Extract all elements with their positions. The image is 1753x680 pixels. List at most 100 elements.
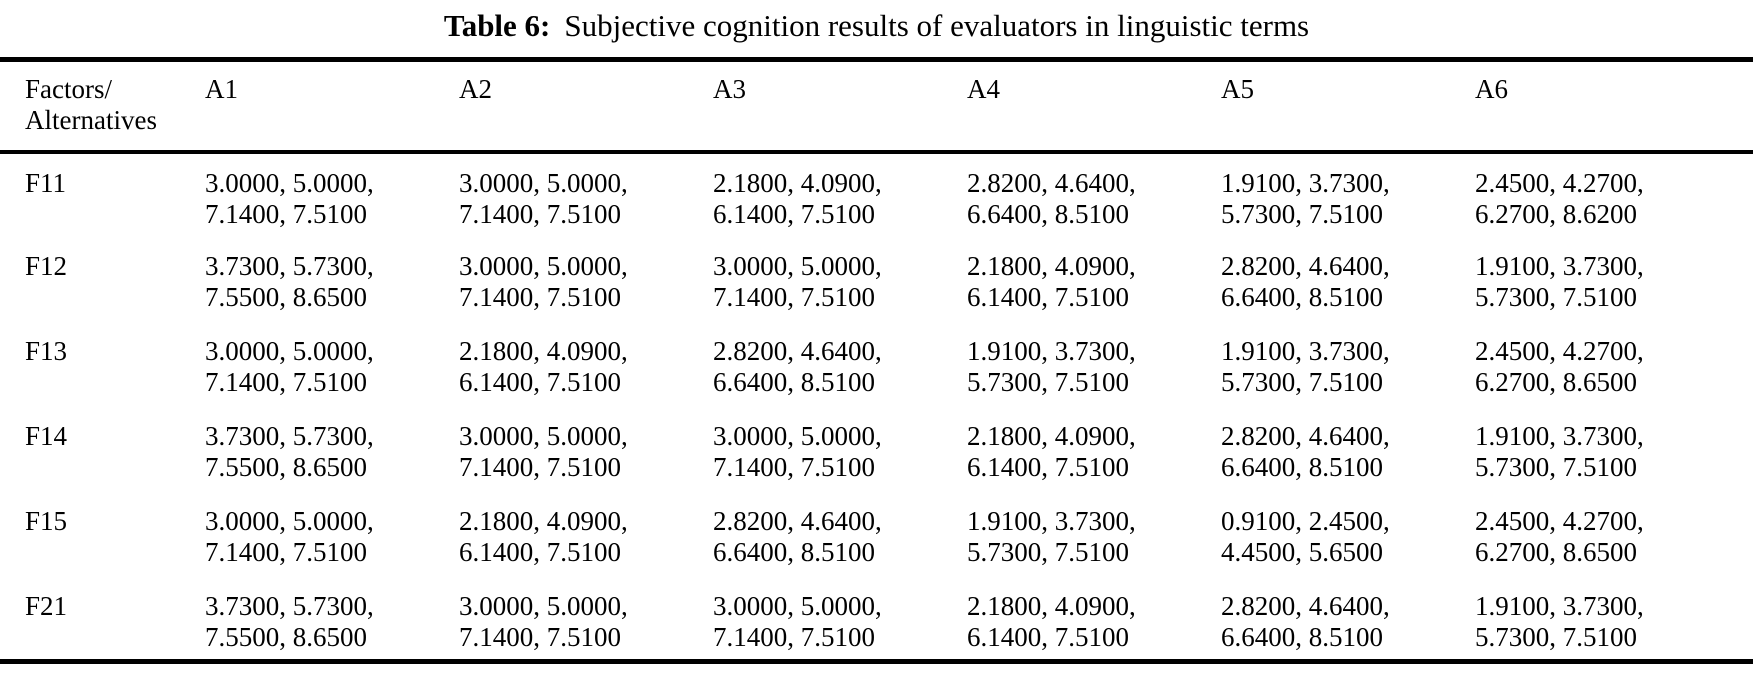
table-caption: Table 6: Subjective cognition results of …: [0, 0, 1753, 44]
table-cell: 2.8200, 4.6400, 6.6400, 8.5100: [713, 322, 967, 407]
cell-line: 2.1800, 4.0900,: [967, 250, 1136, 281]
table-cell: 1.9100, 3.7300, 5.7300, 7.5100: [1475, 237, 1753, 322]
table-row-f13: F13 3.0000, 5.0000, 7.1400, 7.5100 2.180…: [0, 322, 1753, 407]
cell-line: 6.6400, 8.5100: [1221, 621, 1383, 652]
table-cell: 3.7300, 5.7300, 7.5500, 8.6500: [205, 407, 459, 492]
cell-line: 1.9100, 3.7300,: [1221, 335, 1390, 366]
column-header-a2: A2: [459, 59, 713, 154]
table-cell: 3.7300, 5.7300, 7.5500, 8.6500: [205, 237, 459, 322]
table-cell: 3.0000, 5.0000, 7.1400, 7.5100: [205, 322, 459, 407]
table-row-f15: F15 3.0000, 5.0000, 7.1400, 7.5100 2.180…: [0, 492, 1753, 577]
table-cell: 2.8200, 4.6400, 6.6400, 8.5100: [1221, 237, 1475, 322]
cell-line: 7.1400, 7.5100: [713, 281, 875, 312]
cell-line: 3.0000, 5.0000,: [713, 250, 882, 281]
row-header: F13: [25, 335, 68, 366]
cell-line: 3.0000, 5.0000,: [459, 590, 628, 621]
table-caption-label: Table 6:: [443, 8, 551, 43]
table-cell: 2.1800, 4.0900, 6.1400, 7.5100: [459, 322, 713, 407]
table-cell: 3.0000, 5.0000, 7.1400, 7.5100: [459, 152, 713, 237]
cell-line: 5.7300, 7.5100: [1221, 366, 1383, 397]
cell-line: 3.0000, 5.0000,: [713, 590, 882, 621]
cell-line: 6.1400, 7.5100: [967, 451, 1129, 482]
cell-line: 2.1800, 4.0900,: [967, 590, 1136, 621]
header-row: Factors/ Alternatives A1 A2 A3 A4 A5 A6: [0, 59, 1753, 154]
table-cell: 1.9100, 3.7300, 5.7300, 7.5100: [1221, 322, 1475, 407]
cell-line: 2.4500, 4.2700,: [1475, 335, 1644, 366]
cell-line: 7.1400, 7.5100: [205, 536, 367, 567]
table-caption-text: Subjective cognition results of evaluato…: [564, 8, 1310, 43]
table-cell: 2.1800, 4.0900, 6.1400, 7.5100: [459, 492, 713, 577]
row-header: F15: [25, 505, 68, 536]
table-cell: 1.9100, 3.7300, 5.7300, 7.5100: [967, 492, 1221, 577]
table-cell: 1.9100, 3.7300, 5.7300, 7.5100: [1475, 577, 1753, 662]
cell-line: 7.1400, 7.5100: [459, 198, 621, 229]
cell-line: 6.2700, 8.6500: [1475, 366, 1637, 397]
cell-line: 2.8200, 4.6400,: [1221, 420, 1390, 451]
table-cell: 3.0000, 5.0000, 7.1400, 7.5100: [205, 492, 459, 577]
cell-line: 5.7300, 7.5100: [1221, 198, 1383, 229]
cell-line: 6.2700, 8.6500: [1475, 536, 1637, 567]
table-cell: 2.8200, 4.6400, 6.6400, 8.5100: [713, 492, 967, 577]
table-header: Factors/ Alternatives A1 A2 A3 A4 A5 A6: [0, 59, 1753, 154]
cell-line: 6.2700, 8.6200: [1475, 198, 1637, 229]
table-cell: 0.9100, 2.4500, 4.4500, 5.6500: [1221, 492, 1475, 577]
cell-line: 7.1400, 7.5100: [459, 451, 621, 482]
table-cell: 2.8200, 4.6400, 6.6400, 8.5100: [967, 152, 1221, 237]
cell-line: 3.0000, 5.0000,: [459, 250, 628, 281]
cell-line: 5.7300, 7.5100: [1475, 451, 1637, 482]
row-header: F12: [25, 250, 68, 281]
cell-line: 3.7300, 5.7300,: [205, 420, 374, 451]
cell-line: 7.1400, 7.5100: [459, 281, 621, 312]
cell-line: 7.5500, 8.6500: [205, 281, 367, 312]
cell-line: 6.1400, 7.5100: [967, 281, 1129, 312]
cell-line: 2.1800, 4.0900,: [713, 167, 882, 198]
table-cell: 3.0000, 5.0000, 7.1400, 7.5100: [713, 237, 967, 322]
cell-line: 2.1800, 4.0900,: [967, 420, 1136, 451]
cell-line: 7.1400, 7.5100: [459, 621, 621, 652]
table-cell: 1.9100, 3.7300, 5.7300, 7.5100: [1221, 152, 1475, 237]
table-cell: 2.8200, 4.6400, 6.6400, 8.5100: [1221, 577, 1475, 662]
cell-line: 3.7300, 5.7300,: [205, 590, 374, 621]
cell-line: 6.6400, 8.5100: [1221, 451, 1383, 482]
cell-line: 7.1400, 7.5100: [205, 366, 367, 397]
cell-line: 1.9100, 3.7300,: [1475, 590, 1644, 621]
table-row-f21: F21 3.7300, 5.7300, 7.5500, 8.6500 3.000…: [0, 577, 1753, 662]
table-cell: 2.1800, 4.0900, 6.1400, 7.5100: [713, 152, 967, 237]
cell-line: 6.1400, 7.5100: [967, 621, 1129, 652]
cell-line: 2.1800, 4.0900,: [459, 335, 628, 366]
cell-line: 2.8200, 4.6400,: [713, 505, 882, 536]
cell-line: 7.1400, 7.5100: [713, 621, 875, 652]
table-cell: 3.0000, 5.0000, 7.1400, 7.5100: [713, 577, 967, 662]
cell-line: 1.9100, 3.7300,: [967, 335, 1136, 366]
cell-line: 3.7300, 5.7300,: [205, 250, 374, 281]
column-header-a4: A4: [967, 59, 1221, 154]
cell-line: 6.6400, 8.5100: [1221, 281, 1383, 312]
table-cell: 2.4500, 4.2700, 6.2700, 8.6500: [1475, 492, 1753, 577]
table-body: F11 3.0000, 5.0000, 7.1400, 7.5100 3.000…: [0, 152, 1753, 662]
cell-line: 2.8200, 4.6400,: [1221, 590, 1390, 621]
table-cell: 2.4500, 4.2700, 6.2700, 8.6500: [1475, 322, 1753, 407]
cell-line: 2.8200, 4.6400,: [1221, 250, 1390, 281]
cell-line: 4.4500, 5.6500: [1221, 536, 1383, 567]
cell-line: 7.1400, 7.5100: [713, 451, 875, 482]
table-cell: 1.9100, 3.7300, 5.7300, 7.5100: [967, 322, 1221, 407]
cell-line: 6.6400, 8.5100: [713, 366, 875, 397]
cell-line: 6.1400, 7.5100: [459, 366, 621, 397]
cell-line: 3.0000, 5.0000,: [205, 167, 374, 198]
table-row-f14: F14 3.7300, 5.7300, 7.5500, 8.6500 3.000…: [0, 407, 1753, 492]
column-header-a6: A6: [1475, 59, 1753, 154]
table-cell: 1.9100, 3.7300, 5.7300, 7.5100: [1475, 407, 1753, 492]
row-header: F14: [25, 420, 68, 451]
cell-line: 3.0000, 5.0000,: [459, 420, 628, 451]
cell-line: 5.7300, 7.5100: [1475, 621, 1637, 652]
column-header-factors-line1: Factors/: [25, 74, 112, 104]
table-cell: 3.0000, 5.0000, 7.1400, 7.5100: [459, 577, 713, 662]
cell-line: 5.7300, 7.5100: [1475, 281, 1637, 312]
cell-line: 2.8200, 4.6400,: [713, 335, 882, 366]
row-header: F11: [25, 167, 67, 198]
column-header-a1: A1: [205, 59, 459, 154]
table-cell: 2.1800, 4.0900, 6.1400, 7.5100: [967, 237, 1221, 322]
column-header-a5: A5: [1221, 59, 1475, 154]
cell-line: 3.0000, 5.0000,: [205, 505, 374, 536]
